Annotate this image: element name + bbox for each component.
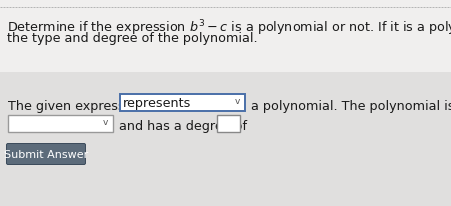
Text: v: v	[103, 117, 108, 126]
FancyBboxPatch shape	[6, 144, 86, 165]
FancyBboxPatch shape	[0, 73, 451, 206]
Text: Determine if the expression $b^3-c$ is a polynomial or not. If it is a polynomia: Determine if the expression $b^3-c$ is a…	[7, 18, 451, 37]
FancyBboxPatch shape	[217, 115, 240, 132]
Text: and has a degree of: and has a degree of	[115, 119, 251, 132]
FancyBboxPatch shape	[8, 115, 113, 132]
Text: the type and degree of the polynomial.: the type and degree of the polynomial.	[7, 32, 258, 45]
Text: a polynomial. The polynomial is a: a polynomial. The polynomial is a	[247, 99, 451, 112]
Text: represents: represents	[123, 97, 191, 110]
FancyBboxPatch shape	[120, 95, 245, 111]
Text: The given expression: The given expression	[8, 99, 148, 112]
Text: v: v	[235, 97, 240, 105]
Text: Submit Answer: Submit Answer	[4, 149, 88, 159]
